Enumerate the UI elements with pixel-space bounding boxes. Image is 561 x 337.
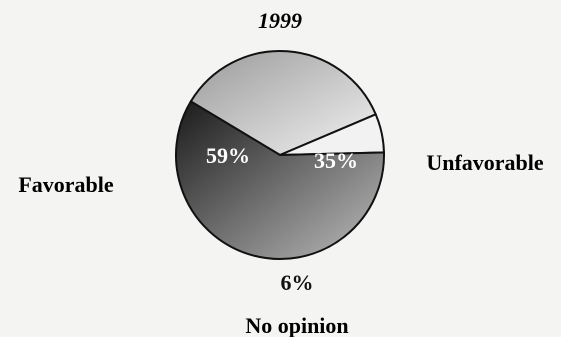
- slice-label-favorable: Favorable: [18, 172, 114, 197]
- slice-value-favorable: 59%: [206, 143, 250, 168]
- slice-value-unfavorable: 35%: [314, 148, 358, 173]
- pie-slices: [175, 50, 385, 260]
- pie-slice-favorable: [175, 100, 385, 260]
- slice-value-no-opinion: 6%: [281, 270, 314, 295]
- chart-title: 1999: [258, 8, 302, 33]
- slice-label-no-opinion: No opinion: [245, 313, 348, 337]
- slice-label-unfavorable: Unfavorable: [426, 150, 544, 175]
